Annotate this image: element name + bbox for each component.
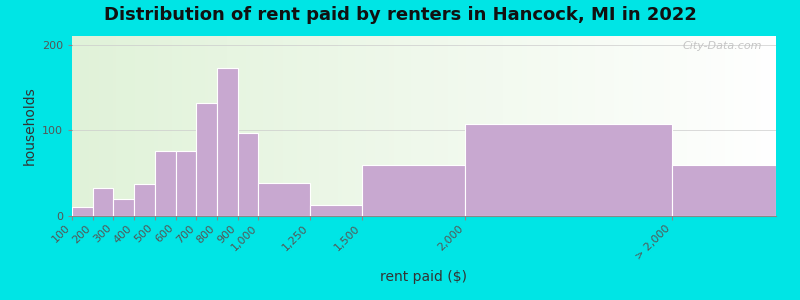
Text: Distribution of rent paid by renters in Hancock, MI in 2022: Distribution of rent paid by renters in …	[103, 6, 697, 24]
Bar	[238, 133, 258, 216]
Bar	[196, 103, 217, 216]
Bar	[93, 188, 114, 216]
Bar	[466, 124, 673, 216]
Text: City-Data.com: City-Data.com	[682, 41, 762, 51]
Bar	[673, 165, 776, 216]
Bar	[114, 199, 134, 216]
Y-axis label: households: households	[22, 87, 36, 165]
Bar	[175, 151, 196, 216]
Bar	[258, 183, 310, 216]
Bar	[155, 151, 175, 216]
Bar	[72, 207, 93, 216]
Bar	[217, 68, 238, 216]
X-axis label: rent paid ($): rent paid ($)	[381, 270, 467, 284]
Bar	[310, 205, 362, 216]
Bar	[362, 165, 466, 216]
Bar	[134, 184, 155, 216]
